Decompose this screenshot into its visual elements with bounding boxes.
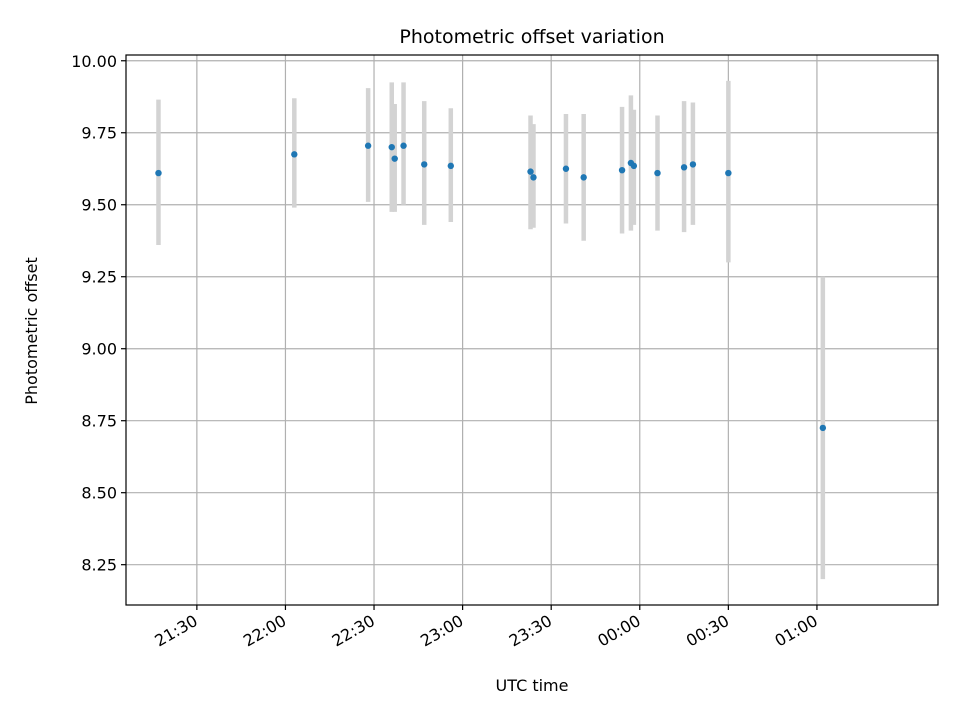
data-point [725, 169, 732, 177]
data-point [155, 169, 162, 177]
chart-title: Photometric offset variation [399, 26, 664, 48]
data-point [562, 165, 570, 172]
data-points [155, 142, 827, 432]
data-point [580, 174, 587, 181]
y-tick-label: 9.75 [81, 124, 117, 143]
data-point [364, 142, 372, 149]
data-point [630, 162, 638, 170]
data-point [689, 161, 697, 168]
y-tick-label: 9.50 [81, 196, 117, 215]
data-point [654, 169, 661, 177]
data-point [400, 142, 407, 149]
data-point [391, 155, 398, 162]
y-tick-label: 8.75 [81, 412, 117, 431]
data-point [388, 143, 395, 151]
y-tick-label: 8.25 [81, 556, 117, 575]
data-point [527, 168, 534, 175]
data-point [680, 164, 688, 171]
x-axis-label: UTC time [496, 676, 569, 695]
data-point [421, 161, 428, 168]
y-tick-label: 9.25 [81, 268, 117, 287]
data-point [530, 174, 537, 181]
y-tick-label: 9.00 [81, 340, 117, 359]
data-point [819, 424, 827, 432]
data-point [447, 162, 454, 170]
data-point [291, 151, 298, 158]
y-axis-ticks: 8.25 8.50 8.75 9.00 9.25 9.50 9.75 10.00 [71, 52, 126, 575]
y-tick-label: 10.00 [71, 52, 117, 71]
plot-frame [125, 54, 939, 606]
y-tick-label: 8.50 [81, 484, 117, 503]
y-axis-label: Photometric offset [22, 257, 41, 405]
data-point [618, 166, 626, 174]
